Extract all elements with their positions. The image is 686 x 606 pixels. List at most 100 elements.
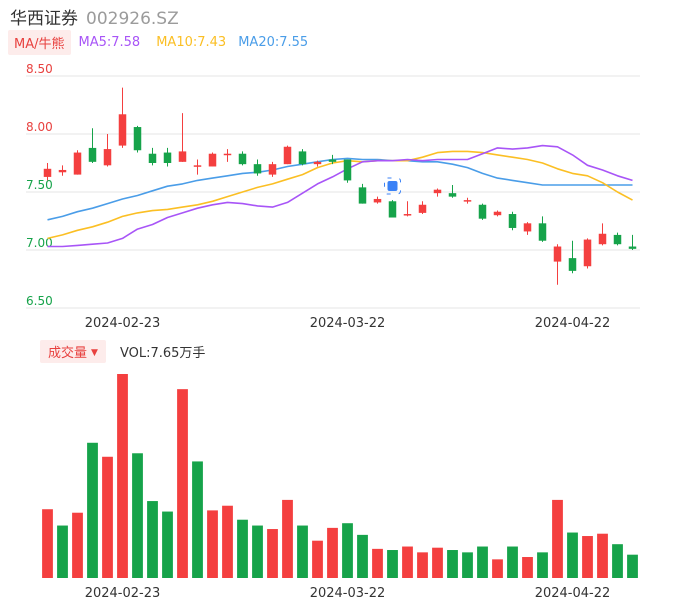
candle-body	[433, 189, 442, 194]
candle-body	[118, 114, 127, 146]
volume-bar	[282, 499, 293, 578]
volume-bar	[57, 525, 68, 578]
candle-body	[328, 159, 337, 162]
volume-bar	[627, 554, 638, 578]
volume-legend: 成交量 ▼ VOL:7.65万手	[40, 339, 206, 363]
volume-bar	[87, 442, 98, 578]
ma-indicator-tag[interactable]: MA/牛熊	[8, 29, 71, 55]
candle-body	[523, 223, 532, 232]
price-time-axis: 2024-02-23 2024-03-22 2024-04-22	[85, 316, 611, 331]
candle-body	[358, 187, 367, 204]
volume-bar	[582, 536, 593, 578]
candle-body	[253, 164, 262, 174]
x-tick-label: 2024-02-23	[85, 586, 161, 601]
volume-bar	[72, 512, 83, 578]
volume-bar	[402, 546, 413, 578]
stock-code: 002926.SZ	[86, 9, 179, 29]
volume-bar	[447, 550, 458, 578]
volume-bar	[207, 510, 218, 578]
volume-bar	[567, 532, 578, 578]
x-tick-label: 2024-02-23	[85, 316, 161, 331]
candle-body	[103, 149, 112, 166]
x-tick-label: 2024-04-22	[535, 586, 611, 601]
volume-bar	[222, 505, 233, 578]
volume-bar	[192, 461, 203, 578]
price-axis: 8.50 8.00 7.50 7.00 6.50	[26, 62, 53, 308]
ma-legend: MA/牛熊 MA5:7.58 MA10:7.43 MA20:7.55	[8, 29, 308, 55]
volume-tag-label: 成交量	[48, 345, 88, 361]
y-tick-label: 7.00	[26, 236, 53, 250]
candle-body	[373, 198, 382, 203]
volume-bar	[177, 389, 188, 578]
ma5-legend: MA5:7.58	[78, 34, 141, 50]
volume-bar	[117, 374, 128, 578]
candle-body	[463, 200, 472, 202]
candle-body	[493, 211, 502, 216]
annotation-marker-icon[interactable]	[384, 177, 401, 195]
volume-bar	[132, 453, 143, 578]
candle-body	[403, 214, 412, 216]
candle-body	[583, 239, 592, 267]
volume-bar	[492, 559, 503, 578]
volume-bar	[612, 544, 623, 578]
candle-body	[193, 165, 202, 167]
volume-bar	[597, 533, 608, 578]
volume-bar	[42, 509, 53, 578]
volume-bar	[357, 534, 368, 578]
volume-bar	[252, 525, 263, 578]
volume-bar	[297, 525, 308, 578]
candle-body	[268, 164, 277, 175]
candle-body	[88, 147, 97, 162]
volume-bar	[507, 546, 518, 578]
y-tick-label: 8.00	[26, 120, 53, 134]
volume-indicator-dropdown[interactable]: 成交量 ▼	[40, 339, 106, 363]
marker-badge	[387, 181, 398, 191]
volume-bar	[477, 546, 488, 578]
volume-bar	[462, 552, 473, 578]
ma10-line	[47, 150, 633, 240]
volume-bar	[147, 501, 158, 578]
dropdown-arrow-icon: ▼	[91, 348, 98, 358]
candle-body	[553, 246, 562, 262]
candle-body	[283, 146, 292, 165]
ma20-line	[47, 157, 633, 221]
candle-body	[133, 127, 142, 151]
candle-body	[448, 193, 457, 197]
candle-body	[313, 161, 322, 165]
moving-average-lines	[47, 144, 633, 248]
volume-bar	[372, 548, 383, 578]
candle-body	[163, 152, 172, 163]
volume-bar	[387, 550, 398, 578]
volume-bar	[417, 552, 428, 578]
candlesticks	[43, 87, 637, 285]
y-tick-label: 8.50	[26, 62, 53, 76]
volume-time-axis: 2024-02-23 2024-03-22 2024-04-22	[85, 586, 611, 601]
candle-body	[148, 153, 157, 163]
marker-frame	[384, 177, 401, 195]
candle-body	[613, 234, 622, 245]
stock-name: 华西证券	[10, 9, 78, 29]
volume-bar	[522, 557, 533, 578]
candle-body	[208, 153, 217, 167]
candle-body	[628, 246, 637, 249]
x-tick-label: 2024-04-22	[535, 316, 611, 331]
volume-bar	[552, 499, 563, 578]
volume-bar	[237, 519, 248, 578]
candle-body	[223, 153, 232, 156]
volume-bar	[162, 511, 173, 578]
volume-bar	[432, 547, 443, 578]
candle-body	[478, 204, 487, 219]
candle-body	[568, 258, 577, 271]
x-tick-label: 2024-03-22	[310, 586, 386, 601]
ma10-legend: MA10:7.43	[156, 34, 227, 50]
candle-body	[43, 168, 52, 177]
volume-bar	[537, 552, 548, 578]
price-grid	[26, 75, 640, 309]
candle-body	[238, 153, 247, 165]
candle-body	[298, 151, 307, 165]
volume-bar	[312, 540, 323, 578]
volume-bar	[102, 456, 113, 578]
volume-value: VOL:7.65万手	[119, 345, 206, 361]
candle-body	[58, 169, 67, 173]
